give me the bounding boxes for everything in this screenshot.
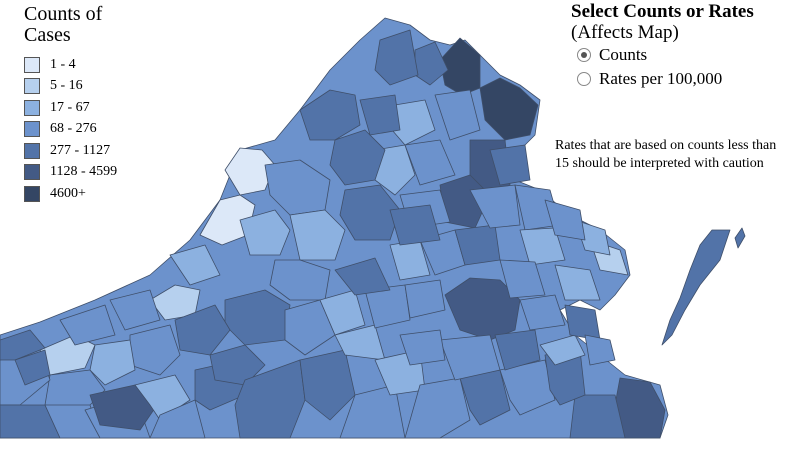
county-eastern-shore-tip	[734, 227, 746, 249]
county-buchanan	[0, 329, 46, 361]
county-nelson	[289, 209, 346, 261]
legend-item: 1 - 4	[24, 54, 144, 76]
county-craig	[149, 284, 201, 321]
legend-item: 277 - 1127	[24, 140, 144, 162]
county-nottoway	[399, 329, 446, 366]
county-grayson	[89, 384, 156, 431]
legend-item: 17 - 67	[24, 97, 144, 119]
county-louisa	[389, 204, 441, 246]
county-shenandoah	[299, 89, 361, 141]
legend-label: 4600+	[50, 185, 86, 201]
county-roanoke	[174, 304, 231, 356]
county-frederick	[374, 29, 419, 86]
legend-label: 17 - 67	[50, 99, 90, 115]
county-buckingham	[334, 257, 391, 296]
county-appomattox	[319, 289, 366, 336]
county-page	[359, 94, 401, 136]
county-eastern-shore	[661, 229, 731, 346]
county-hampton	[584, 334, 616, 366]
rates-radio[interactable]	[577, 72, 591, 86]
legend-label: 68 - 276	[50, 121, 97, 137]
county-dinwiddie	[439, 334, 501, 381]
county-york	[564, 304, 601, 341]
rates-option[interactable]: Rates per 100,000	[571, 67, 754, 91]
county-fauquier	[434, 89, 481, 141]
legend-swatch	[24, 56, 40, 73]
county-lancaster	[574, 219, 611, 256]
county-wise	[14, 349, 51, 386]
county-bath	[199, 194, 256, 246]
legend-item: 1128 - 4599	[24, 162, 144, 184]
legend-item: 68 - 276	[24, 119, 144, 141]
county-culpeper	[404, 139, 456, 186]
county-southampton	[499, 359, 556, 416]
county-fairfax	[479, 77, 539, 141]
county-campbell	[284, 299, 336, 356]
legend-item: 5 - 16	[24, 76, 144, 98]
county-prince-edward	[364, 284, 411, 329]
county-rockingham	[329, 129, 386, 186]
legend-label: 5 - 16	[50, 78, 83, 94]
legend-item: 4600+	[24, 183, 144, 205]
selector-title: Select Counts or Rates	[571, 1, 754, 22]
county-caroline	[469, 184, 521, 229]
county-rockbridge	[239, 209, 291, 256]
caution-note: Rates that are based on counts less than…	[555, 138, 777, 171]
county-cumberland	[404, 279, 446, 319]
counts-label: Counts	[599, 45, 648, 64]
legend-label: 1128 - 4599	[50, 164, 118, 180]
county-tazewell	[59, 304, 116, 346]
legend: Counts of Cases 1 - 4 5 - 16 17 - 67 68 …	[24, 4, 144, 205]
county-franklin	[209, 344, 266, 386]
legend-swatch	[24, 99, 40, 116]
legend-label: 277 - 1127	[50, 142, 111, 158]
county-albemarle	[339, 184, 401, 241]
counts-radio[interactable]	[577, 48, 591, 62]
county-alleghany	[169, 244, 221, 286]
counts-rates-selector: Select Counts or Rates (Affects Map) Cou…	[571, 2, 754, 91]
county-northumberland	[544, 199, 586, 241]
county-isle-of-wight	[539, 334, 586, 366]
legend-swatch	[24, 164, 40, 181]
county-patrick	[149, 399, 206, 439]
county-richmond-area	[444, 277, 521, 341]
county-sussex	[494, 329, 541, 371]
legend-swatch	[24, 78, 40, 95]
selector-subtitle: (Affects Map)	[571, 22, 679, 43]
legend-title: Counts of Cases	[24, 3, 103, 46]
county-pulaski	[89, 339, 136, 386]
rates-label: Rates per 100,000	[599, 69, 723, 88]
county-essex	[519, 227, 566, 266]
counts-option[interactable]: Counts	[571, 43, 754, 67]
county-giles	[109, 289, 161, 331]
county-stafford	[489, 144, 531, 186]
county-halifax	[299, 349, 356, 421]
county-new-kent	[499, 259, 546, 299]
county-james-city	[519, 294, 566, 331]
legend-swatch	[24, 185, 40, 202]
county-chesapeake	[569, 394, 626, 439]
legend-swatch	[24, 121, 40, 138]
legend-label: 1 - 4	[50, 56, 76, 72]
county-gloucester	[554, 264, 601, 301]
county-brunswick	[404, 377, 471, 439]
legend-swatch	[24, 142, 40, 159]
